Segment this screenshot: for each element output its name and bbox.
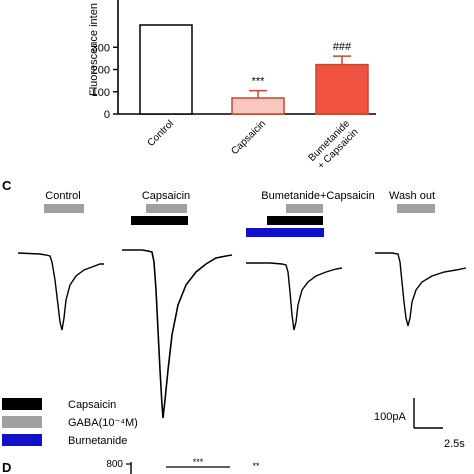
significance-annotation-2: *** [252, 76, 266, 88]
gaba-bar-capsaicin [146, 204, 187, 213]
y-axis-label: Fluorescence inten [88, 3, 100, 96]
legend: Capsaicin GABA(10⁻⁴M) Burnetanide [2, 398, 138, 447]
bar-3 [315, 63, 369, 115]
condition-label-wash-out: Wash out [389, 190, 435, 202]
legend-label-3: Burnetanide [68, 435, 127, 447]
category-label-1: Control [146, 118, 177, 149]
category-label-line: Capsaicin [229, 118, 268, 157]
trace-bumetanide-capsaicin [246, 262, 343, 331]
trace-control [17, 252, 104, 331]
panel-d-annotation-2: ** [252, 461, 260, 471]
bar-chart-panel: Fluorescence inten 0 100 200 300 *** ### Con… [88, 0, 376, 172]
bars: *** ### [139, 24, 369, 115]
legend-swatch-1 [2, 398, 42, 410]
bar-1 [139, 24, 193, 115]
panel-d-ytick: 800 [106, 459, 123, 470]
capsaicin-bar [131, 216, 188, 225]
y-tick-label: 0 [104, 109, 110, 121]
category-label-3: Bumetanide+ Capsaicin [307, 118, 361, 172]
trace-capsaicin [122, 249, 233, 419]
gaba-bar-wash-out [397, 204, 435, 213]
panel-d: D 800 *** ** [2, 457, 260, 474]
category-label-line: Control [146, 118, 177, 149]
y-tick-label: 100 [92, 87, 110, 99]
condition-label-bumetanide-capsaicin: Bumetanide+Capsaicin [261, 190, 374, 202]
trace-panel: C Control Capsaicin Bumetanide+Capsaicin… [2, 178, 467, 450]
panel-label-c: C [2, 178, 12, 193]
bar-2 [231, 97, 285, 115]
category-label-2: Capsaicin [229, 118, 268, 157]
legend-label-1: Capsaicin [68, 399, 116, 411]
scale-bar-current-label: 100pA [374, 411, 406, 423]
y-tick-label: 300 [92, 42, 110, 54]
y-tick-label: 200 [92, 65, 110, 77]
capsaicin-bar-bumetanide [267, 216, 323, 225]
legend-label-2: GABA(10⁻⁴M) [68, 417, 138, 429]
trace-wash-out [375, 252, 467, 327]
bumetanide-bar [246, 228, 324, 237]
condition-label-control: Control [45, 190, 80, 202]
panel-label-d: D [2, 460, 11, 474]
y-ticks: 0 100 200 300 [92, 42, 118, 121]
condition-label-capsaicin: Capsaicin [142, 190, 190, 202]
legend-swatch-3 [2, 434, 42, 446]
gaba-bar-bumetanide [286, 204, 323, 213]
category-labels: Control Capsaicin Bumetanide+ Capsaicin [146, 118, 361, 172]
legend-swatch-2 [2, 416, 42, 428]
scale-bar-time-label: 2.5s [444, 438, 465, 450]
gaba-bar-control [44, 204, 84, 213]
panel-d-annotation-1: *** [193, 457, 204, 467]
significance-annotation-3: ### [333, 41, 352, 53]
